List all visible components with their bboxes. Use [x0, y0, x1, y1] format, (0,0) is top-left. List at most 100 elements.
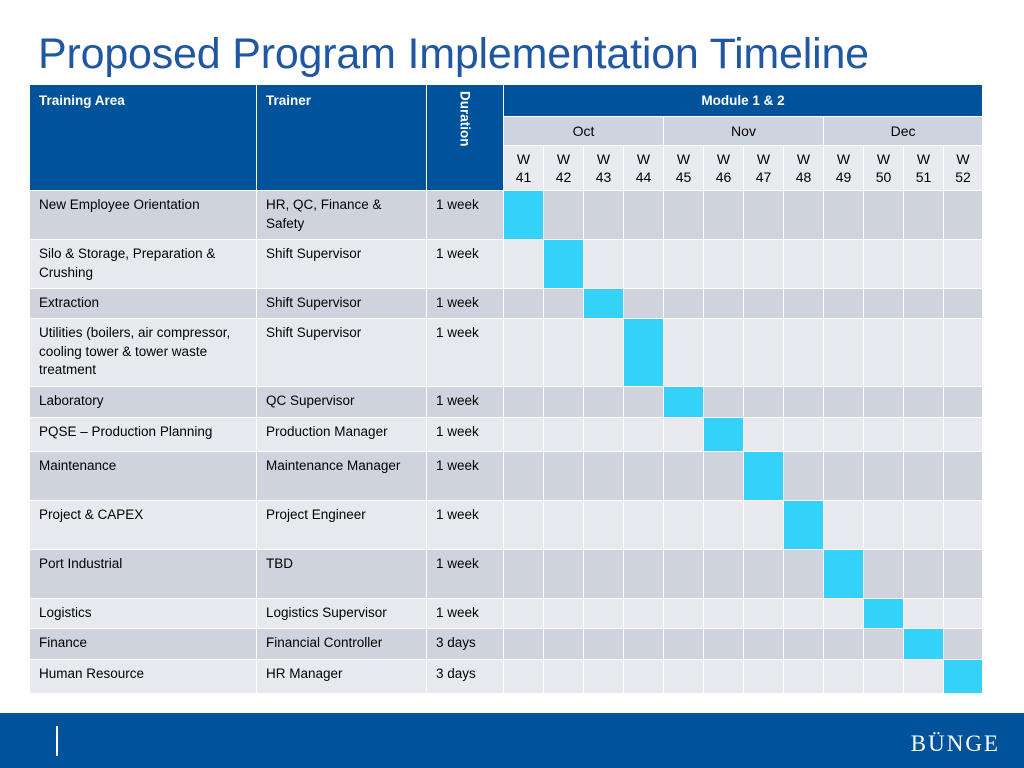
trainer-cell: QC Supervisor [256, 386, 427, 418]
week-cell [743, 549, 784, 599]
duration-cell: 1 week [426, 451, 504, 501]
week-cell [623, 598, 664, 629]
week-cell [903, 549, 944, 599]
week-cell [503, 451, 544, 501]
week-number: 43 [595, 169, 612, 185]
training-area-cell: New Employee Orientation [29, 190, 257, 240]
week-header-48: W 48 [783, 145, 824, 191]
week-header-41: W 41 [503, 145, 544, 191]
week-header-45: W 45 [663, 145, 704, 191]
week-prefix: W [756, 151, 771, 167]
week-cell [863, 500, 904, 550]
week-cell [942, 318, 984, 387]
week-cell [663, 628, 704, 660]
week-cell [863, 628, 904, 660]
week-cell [863, 549, 904, 599]
week-number: 51 [915, 169, 932, 185]
week-cell [783, 417, 824, 452]
timeline-body: New Employee Orientation HR, QC, Finance … [29, 190, 984, 694]
week-cell [942, 190, 984, 240]
week-cell [503, 598, 544, 629]
week-cell [903, 288, 944, 319]
week-cell [543, 659, 584, 694]
footer-divider [56, 726, 58, 756]
training-area-cell: Port Industrial [29, 549, 257, 599]
active-week-cell [743, 451, 784, 501]
training-area-cell: Utilities (boilers, air compressor, cool… [29, 318, 257, 387]
week-cell [743, 190, 784, 240]
duration-cell: 3 days [426, 628, 504, 660]
training-area-cell: Finance [29, 628, 257, 660]
training-area-cell: Human Resource [29, 659, 257, 694]
training-area-cell: Laboratory [29, 386, 257, 418]
week-cell [583, 451, 624, 501]
bunge-logo: BÜNGE [910, 731, 1000, 756]
week-cell [903, 318, 944, 387]
week-cell [623, 417, 664, 452]
training-area-cell: Extraction [29, 288, 257, 319]
week-cell [863, 318, 904, 387]
week-prefix: W [676, 151, 691, 167]
week-cell [903, 659, 944, 694]
week-prefix: W [916, 151, 931, 167]
table-row: Laboratory QC Supervisor 1 week [29, 386, 984, 418]
duration-cell: 1 week [426, 500, 504, 550]
week-cell [703, 628, 744, 660]
active-week-cell [663, 386, 704, 418]
trainer-cell: Maintenance Manager [256, 451, 427, 501]
trainer-cell: Shift Supervisor [256, 288, 427, 319]
active-week-cell [942, 659, 984, 694]
table-row: Utilities (boilers, air compressor, cool… [29, 318, 984, 387]
week-cell [663, 598, 704, 629]
header-duration: Duration [426, 84, 504, 191]
week-cell [543, 386, 584, 418]
trainer-cell: Shift Supervisor [256, 318, 427, 387]
table-row: Extraction Shift Supervisor 1 week [29, 288, 984, 319]
week-cell [503, 288, 544, 319]
week-header-47: W 47 [743, 145, 784, 191]
week-cell [543, 451, 584, 501]
trainer-cell: Production Manager [256, 417, 427, 452]
week-header-row: W 41 W 42 W 43 W 44 W 45 W 46 W 47 W 48 W 49 W 50 W 51 W 52 [30, 145, 984, 191]
month-dec: Dec [822, 116, 984, 146]
week-prefix: W [956, 151, 970, 167]
week-cell [543, 417, 584, 452]
week-cell [823, 451, 864, 501]
week-cell [823, 288, 864, 319]
week-cell [663, 451, 704, 501]
week-cell [703, 190, 744, 240]
week-cell [663, 239, 704, 289]
duration-label: Duration [457, 91, 473, 147]
training-area-cell: Project & CAPEX [29, 500, 257, 550]
header-trainer: Trainer [256, 84, 427, 191]
week-cell [703, 598, 744, 629]
week-number: 42 [555, 169, 572, 185]
week-cell [663, 549, 704, 599]
week-cell [503, 239, 544, 289]
week-cell [543, 628, 584, 660]
training-area-cell: Silo & Storage, Preparation & Crushing [29, 239, 257, 289]
week-cell [823, 318, 864, 387]
week-cell [623, 239, 664, 289]
week-cell [783, 190, 824, 240]
duration-cell: 1 week [426, 598, 504, 629]
week-cell [543, 598, 584, 629]
week-cell [823, 500, 864, 550]
week-cell [823, 190, 864, 240]
table-row: Logistics Logistics Supervisor 1 week [29, 598, 984, 629]
week-cell [663, 288, 704, 319]
week-cell [903, 417, 944, 452]
week-cell [743, 288, 784, 319]
week-prefix: W [596, 151, 611, 167]
week-cell [743, 318, 784, 387]
week-cell [783, 386, 824, 418]
week-cell [623, 386, 664, 418]
week-cell [942, 451, 984, 501]
week-number: 46 [715, 169, 732, 185]
trainer-cell: Logistics Supervisor [256, 598, 427, 629]
week-cell [663, 318, 704, 387]
week-cell [743, 417, 784, 452]
week-cell [783, 239, 824, 289]
week-cell [503, 500, 544, 550]
week-cell [663, 190, 704, 240]
